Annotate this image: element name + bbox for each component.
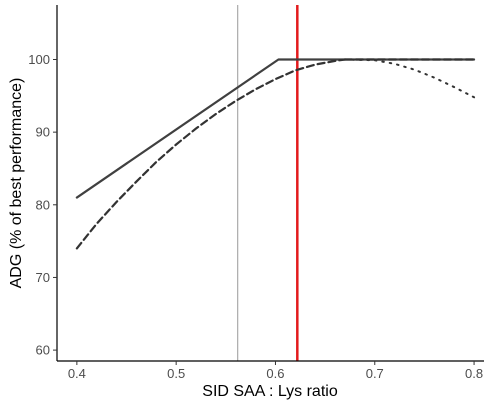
y-ticks: 60 70 80 90 100	[28, 52, 57, 358]
x-tick-label: 0.8	[465, 366, 483, 381]
y-tick-label: 100	[28, 52, 50, 67]
x-tick-label: 0.7	[366, 366, 384, 381]
y-tick-label: 60	[36, 343, 50, 358]
series-lines	[75, 58, 476, 250]
y-tick-label: 90	[36, 125, 50, 140]
y-axis-title: ADG (% of best performance)	[8, 78, 25, 289]
y-tick-label: 80	[36, 197, 50, 212]
series-line-dotted-3	[343, 58, 476, 99]
series-line-dashed-1	[75, 58, 347, 250]
x-ticks: 0.4 0.5 0.6 0.7 0.8	[68, 361, 483, 381]
y-tick-label: 70	[36, 270, 50, 285]
x-tick-label: 0.5	[167, 366, 185, 381]
series-line-solid-0	[75, 58, 476, 199]
x-tick-label: 0.4	[68, 366, 86, 381]
x-axis-title: SID SAA : Lys ratio	[202, 383, 338, 400]
x-tick-label: 0.6	[266, 366, 284, 381]
axes	[56, 5, 484, 362]
reference-lines	[237, 5, 299, 361]
